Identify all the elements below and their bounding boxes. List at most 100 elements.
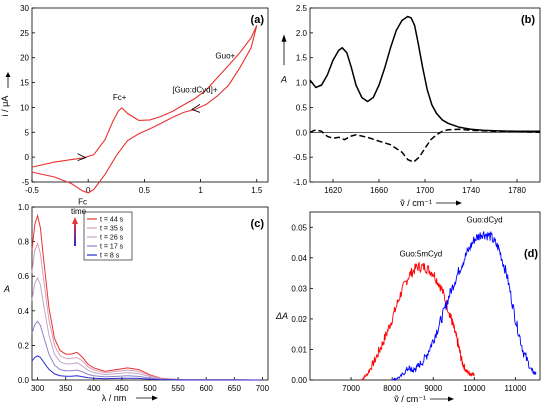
panel-label: (a) [251,14,265,26]
x-tick-label: 8000 [383,384,401,393]
legend-title: time [71,207,87,216]
x-tick-label: 700 [256,384,270,393]
plot-frame [309,7,541,183]
x-axis-arrowhead [456,200,462,206]
y-tick-label: 0.02 [291,315,307,324]
x-tick-label: 0 [86,186,91,195]
x-tick-label: 500 [143,384,157,393]
absorbance-line [31,355,263,381]
y-tick-label: 0.04 [291,254,307,263]
panel-label: (c) [251,218,265,230]
legend-label: t = 8 s [100,253,120,260]
x-tick-label: 7000 [342,384,360,393]
y-tick-label: 0.4 [18,307,30,316]
y-tick-label: 0.00 [291,376,307,385]
x-axis-label: ṽ / cm⁻¹ [400,198,432,208]
y-tick-label: 2.0 [296,29,308,38]
y-axis-label: A [280,75,287,85]
y-tick-label: 20 [20,54,29,63]
y-tick-label: 10 [20,103,29,112]
x-axis-arrowhead [448,396,454,402]
x-tick-label: 1620 [324,186,342,195]
x-tick-label: 1740 [462,186,480,195]
x-tick-label: 10000 [463,384,486,393]
absorbance-line [31,241,263,381]
plot-frame [309,211,541,381]
y-tick-label: 1.0 [296,79,308,88]
x-tick-label: 300 [31,384,45,393]
legend-label: t = 17 s [100,244,124,251]
x-tick-label: 1660 [370,186,388,195]
y-tick-label: 0.2 [18,341,30,350]
annotation-fc: Fc [78,197,87,206]
panel-b: 1620 1660 1700 1740 1780 -1.0 -0.5 0.0 0.5 1.0 1.5… [280,4,541,208]
annotation-guo-dcyd: [Guo:dCyd]+ [172,86,217,95]
y-tick-label: 15 [20,79,29,88]
y-axis-arrowhead [5,72,11,77]
guo-dcyd-line [392,231,537,382]
x-tick-label: 1.5 [251,186,263,195]
y-tick-label: 0.05 [291,223,307,232]
difference-spectrum-line [309,128,541,163]
y-axis-label: ΔA [275,311,288,321]
absorbance-line [31,213,263,381]
y-tick-label: 5 [25,128,30,137]
panel-label: (b) [521,14,535,26]
panel-c: 300 350 400 450 500 550 600 650 700 0.0 0.2 0.4 0.6 0… [3,203,270,403]
forward-scan-arrow [77,153,87,162]
y-tick-label: 0.8 [18,238,30,247]
y-tick-label: 0.0 [296,128,308,137]
ir-spectrum-line [309,15,540,133]
y-tick-label: 25 [20,29,29,38]
y-tick-label: 0.0 [18,376,30,385]
annotation-guo-5mcyd: Guo:5mCyd [400,249,443,258]
y-tick-label: 0.6 [18,272,30,281]
x-tick-label: 350 [59,384,73,393]
y-tick-label: -0.5 [293,153,307,162]
y-tick-label: 0.5 [296,103,308,112]
x-tick-label: -0.5 [25,186,39,195]
annotation-guo-plus: Guo+ [215,52,235,61]
x-tick-label: 600 [200,384,214,393]
x-tick-label: 0.5 [139,186,151,195]
guo-5mcyd-line [360,261,475,381]
legend-box [83,211,133,261]
y-axis-label: A [3,284,10,294]
annotation-fc-plus: Fc+ [113,93,127,102]
panel-a: -0.5 0 0.5 1 1.5 -5 0 5 10 15 20 25 30 Fc Fc+ [Guo:dCyd… [0,4,269,206]
legend-label: t = 26 s [100,235,124,242]
x-tick-label: 1780 [508,186,526,195]
y-axis-label: i / μA [0,96,10,117]
reverse-scan-arrow [190,104,201,113]
y-tick-label: -1.0 [293,178,307,187]
absorbance-line [31,276,263,381]
y-tick-label: 0.03 [291,284,307,293]
y-tick-label: -5 [22,178,30,187]
time-arrowhead [72,217,78,224]
x-axis-label: ṽ / cm⁻¹ [394,394,426,404]
panel-label: (d) [524,248,538,260]
x-tick-label: 400 [87,384,101,393]
y-tick-label: 30 [20,4,29,13]
x-tick-label: 1 [198,186,203,195]
annotation-guo-dcyd: Guo:dCyd [467,216,503,225]
y-axis-arrowhead [281,34,287,42]
voltammogram-line [31,25,258,194]
y-tick-label: 1.0 [18,203,30,212]
x-axis-arrowhead [152,395,158,401]
y-tick-label: 2.5 [296,4,308,13]
x-tick-label: 1700 [416,186,434,195]
x-tick-label: 650 [228,384,242,393]
time-arrow-shaft [74,222,76,246]
legend-label: t = 35 s [100,226,124,233]
x-axis-label: λ / nm [102,393,127,403]
y-tick-label: 0 [25,153,30,162]
x-tick-label: 550 [171,384,185,393]
y-tick-label: 1.5 [296,54,308,63]
x-tick-label: 11000 [505,384,527,393]
absorbance-line [31,320,263,381]
y-tick-label: 0.01 [291,345,307,354]
x-tick-label: 450 [115,384,129,393]
x-tick-label: 9000 [424,384,442,393]
